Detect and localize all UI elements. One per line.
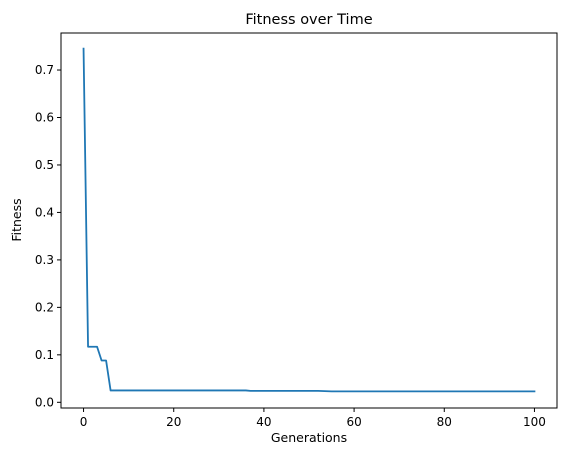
x-tick-label: 80 <box>437 415 452 429</box>
y-tick-label: 0.4 <box>35 205 54 219</box>
series-layer <box>82 47 536 393</box>
axes-frame <box>60 32 558 409</box>
y-tick-label: 0.3 <box>35 253 54 267</box>
y-tick-label: 0.1 <box>35 348 54 362</box>
y-tick-label: 0.2 <box>35 300 54 314</box>
x-axis: 0 20 40 60 80 100 <box>80 408 546 429</box>
y-tick-label: 0.5 <box>35 158 54 172</box>
x-tick-label: 100 <box>523 415 546 429</box>
y-tick-label: 0.7 <box>35 63 54 77</box>
plot-area <box>60 32 558 409</box>
y-axis-label: Fitness <box>9 198 24 241</box>
x-tick-label: 0 <box>80 415 88 429</box>
x-tick-label: 40 <box>256 415 271 429</box>
x-tick-label: 20 <box>166 415 181 429</box>
series-line-0 <box>82 47 536 393</box>
y-tick-label: 0.0 <box>35 395 54 409</box>
chart-title: Fitness over Time <box>245 12 372 28</box>
x-tick-label: 60 <box>346 415 361 429</box>
y-axis: 0.0 0.1 0.2 0.3 0.4 0.5 0.6 0.7 <box>35 63 61 409</box>
x-axis-label: Generations <box>271 430 347 445</box>
y-tick-label: 0.6 <box>35 110 54 124</box>
